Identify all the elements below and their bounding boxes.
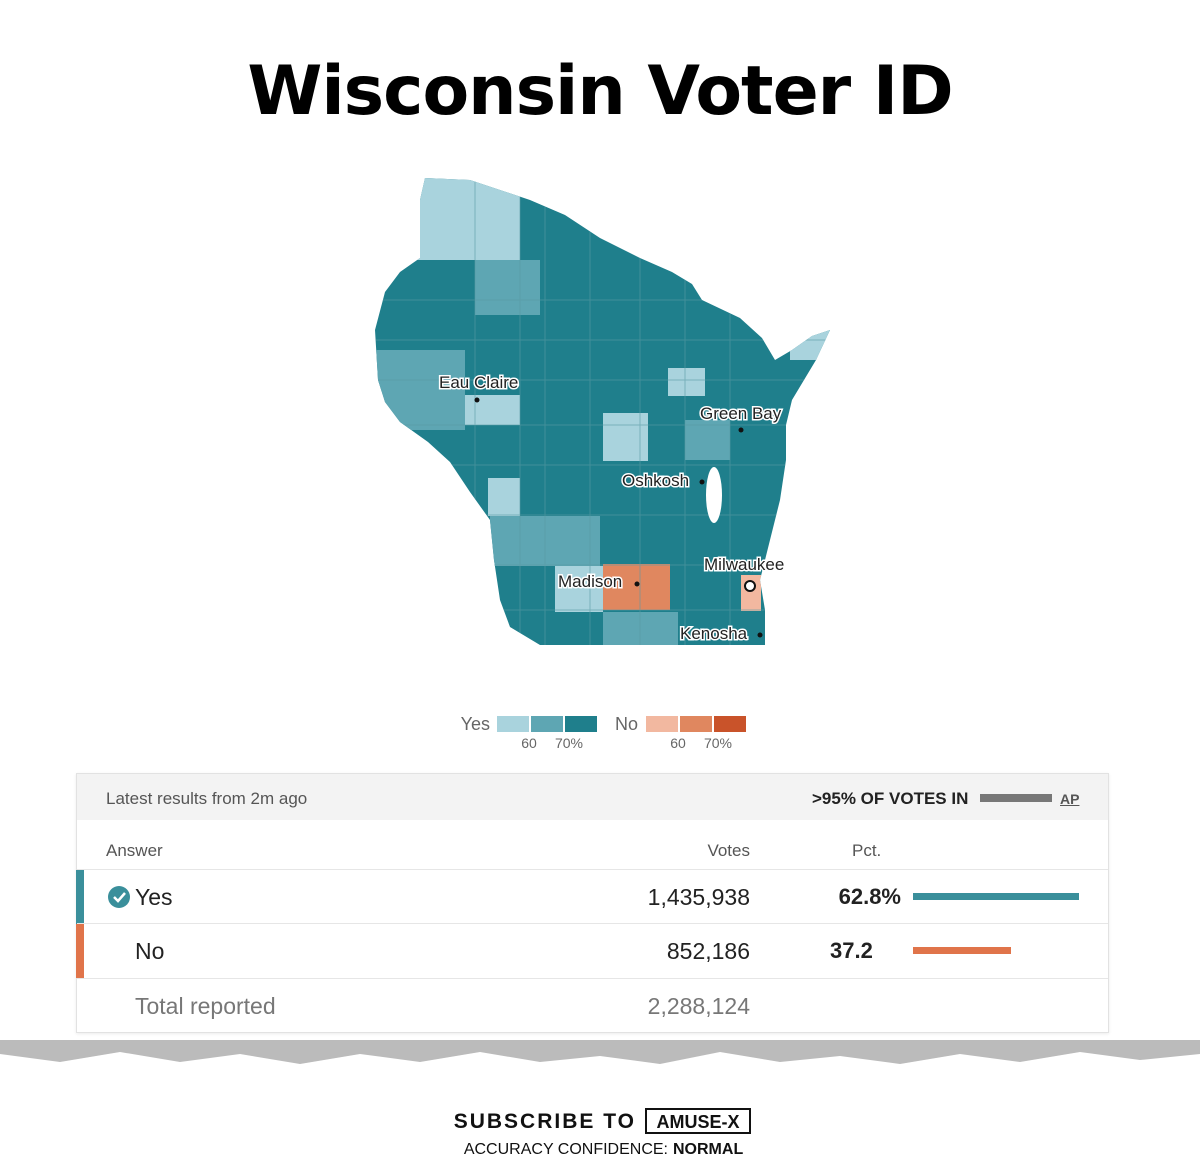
county-fill <box>475 260 540 315</box>
total-label: Total reported <box>135 993 276 1019</box>
brand[interactable]: AMUSE-X <box>656 1112 739 1132</box>
results-table: Latest results from 2m ago >95% OF VOTES… <box>76 773 1109 1033</box>
city-label: Eau Claire <box>439 373 518 392</box>
reporting: >95% OF VOTES IN <box>812 789 969 808</box>
county-fill <box>685 420 730 460</box>
total-votes: 2,288,124 <box>647 993 750 1019</box>
county-fill <box>790 330 830 360</box>
answer: No <box>135 938 165 964</box>
city-label: Kenosha <box>680 624 748 643</box>
county-fill <box>488 478 520 516</box>
confidence-label: ACCURACY CONFIDENCE: <box>464 1141 668 1158</box>
column-header: Answer <box>106 841 163 860</box>
county-fill <box>465 395 520 425</box>
county-fill <box>603 564 670 610</box>
votes: 1,435,938 <box>647 884 750 910</box>
votes: 852,186 <box>666 938 750 964</box>
confidence-value: NORMAL <box>673 1141 743 1158</box>
city-label: Milwaukee <box>704 555 784 574</box>
column-header: Votes <box>707 841 750 860</box>
city-dot <box>474 397 480 403</box>
legend: Yes 60 70% No 60 70% <box>461 714 746 751</box>
pct: 37.2 <box>830 938 873 963</box>
pct: 62.8% <box>838 884 901 909</box>
row: Yes 1,435,938 62.8% <box>76 869 1108 924</box>
torn-edge <box>0 1040 1200 1064</box>
footer: SUBSCRIBE TO AMUSE-X ACCURACY CONFIDENCE… <box>0 1040 1200 1158</box>
source[interactable]: AP <box>1060 791 1080 807</box>
legend-tick: 60 <box>521 735 537 751</box>
city-label: Oshkosh <box>622 471 689 490</box>
city-dot <box>699 479 705 485</box>
title: Wisconsin Voter ID <box>247 52 953 131</box>
county-fill <box>410 178 520 260</box>
city-dot <box>757 632 763 638</box>
results-header: Latest results from 2m ago >95% OF VOTES… <box>77 774 1108 820</box>
legend-label: No <box>615 714 638 734</box>
legend-tick: 70% <box>555 735 583 751</box>
legend-label: Yes <box>461 714 490 734</box>
city-label: Green Bay <box>700 404 782 423</box>
pct-bar <box>913 947 1012 954</box>
city-label: Madison <box>558 572 622 591</box>
row: Total reported 2,288,124 <box>77 978 1108 1033</box>
legend-tick: 70% <box>704 735 732 751</box>
updated: Latest results from 2m ago <box>106 789 308 808</box>
pct-bar <box>913 893 1079 900</box>
legend-tick: 60 <box>670 735 686 751</box>
county-fill <box>603 413 648 461</box>
row: No 852,186 37.2 <box>76 923 1108 978</box>
reporting-bar <box>980 794 1052 802</box>
county-fill <box>555 566 603 612</box>
subscribe: SUBSCRIBE TO <box>454 1110 636 1133</box>
column-header: Pct. <box>852 841 882 860</box>
city-dot <box>744 580 756 592</box>
county-fill <box>668 368 705 396</box>
check-icon <box>108 886 130 908</box>
answer: Yes <box>135 884 173 910</box>
city-dot <box>634 581 640 587</box>
lake <box>706 467 722 523</box>
city-dot <box>738 427 744 433</box>
map: Eau Claire Green Bay Oshkosh Madison Mil… <box>375 178 830 645</box>
